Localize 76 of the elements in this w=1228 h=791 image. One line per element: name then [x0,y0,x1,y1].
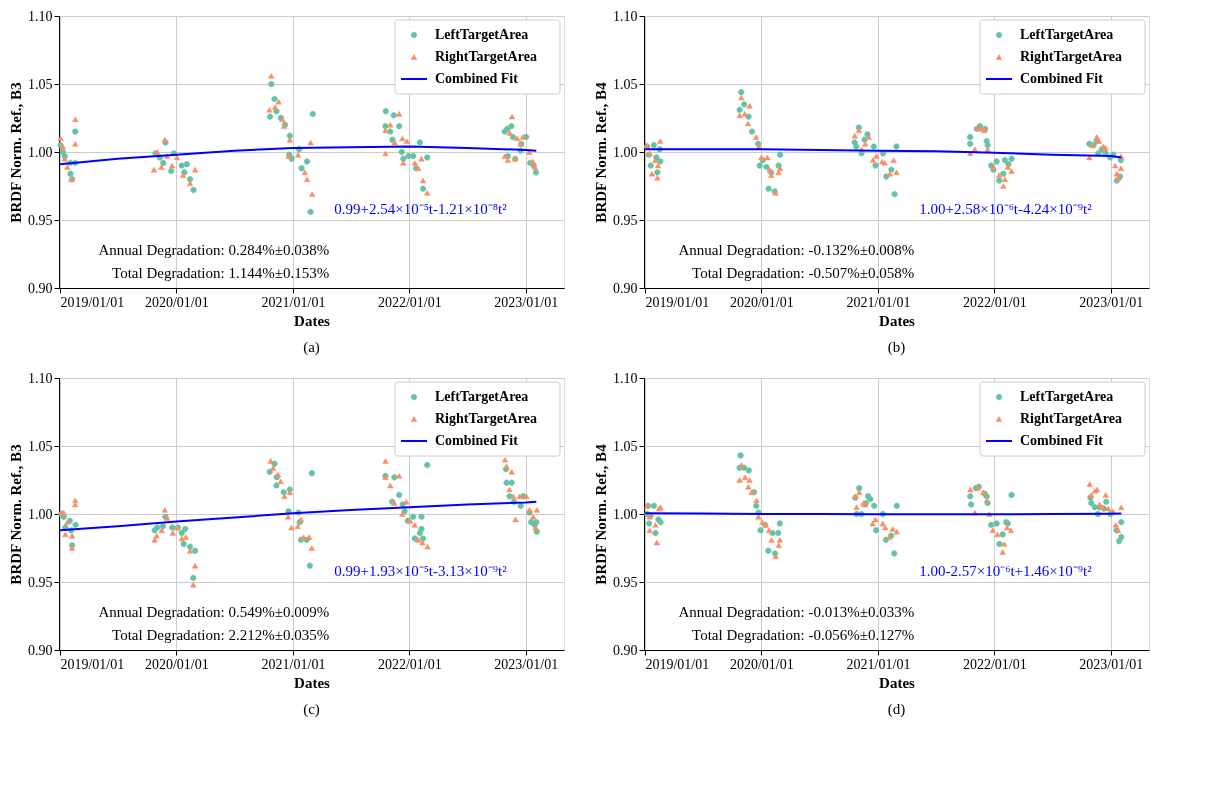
y-tick-label: 1.05 [613,438,638,454]
annotation: Total Degradation: -0.507%±0.058% [692,265,915,282]
legend-label: LeftTargetArea [1020,27,1114,42]
y-axis-title: BRDF Norm. Ref., B4 [593,81,609,223]
y-tick-label: 1.05 [28,76,53,92]
x-tick-label: 2020/01/01 [144,656,209,672]
y-tick-label: 1.05 [28,438,53,454]
y-tick-label: 0.95 [28,212,53,228]
text: (a) [303,339,320,356]
legend-label: LeftTargetArea [435,389,529,404]
y-tick-label: 1.00 [613,506,638,522]
y-tick-label: 1.10 [28,370,53,386]
annotation: Annual Degradation: -0.013%±0.033% [678,603,915,620]
x-tick-label: 2020/01/01 [729,656,794,672]
x-tick-label: 2019/01/01 [60,656,125,672]
legend-label: RightTargetArea [435,49,537,64]
annotation: 0.99+1.93×10⁻⁵t-3.13×10⁻⁹t² [334,563,508,580]
legend-label: RightTargetArea [1020,411,1122,426]
legend-label: Combined Fit [435,71,519,86]
x-axis-title: Dates [879,312,916,329]
y-tick-label: 0.90 [613,280,638,296]
annotation: Annual Degradation: -0.132%±0.008% [678,241,915,258]
text: (d) [887,701,906,718]
y-tick-label: 1.10 [28,8,53,24]
x-tick-label: 2021/01/01 [846,294,911,310]
y-tick-label: 1.00 [28,144,53,160]
y-axis-title: BRDF Norm. Ref., B4 [593,443,609,585]
x-tick-label: 2023/01/01 [1079,656,1144,672]
annotation: 1.00-2.57×10⁻⁶t+1.46×10⁻⁹t² [919,563,1093,580]
x-tick-label: 2020/01/01 [144,294,209,310]
x-tick-label: 2020/01/01 [729,294,794,310]
x-tick-label: 2023/01/01 [494,294,559,310]
y-tick-label: 0.95 [613,574,638,590]
y-tick-label: 0.95 [613,212,638,228]
x-tick-label: 2022/01/01 [377,294,442,310]
y-tick-label: 0.90 [28,280,53,296]
x-tick-label: 2021/01/01 [846,656,911,672]
annotation: Annual Degradation: 0.284%±0.038% [98,241,330,258]
legend-label: Combined Fit [435,433,519,448]
y-tick-label: 0.95 [28,574,53,590]
text: (c) [303,701,320,718]
x-axis-title: Dates [294,674,331,691]
legend-label: Combined Fit [1020,71,1104,86]
annotation: Total Degradation: -0.056%±0.127% [692,627,915,644]
legend-label: Combined Fit [1020,433,1104,448]
text: (b) [887,339,906,356]
x-axis-title: Dates [294,312,331,329]
annotation: Total Degradation: 2.212%±0.035% [112,627,330,644]
x-tick-label: 2022/01/01 [962,656,1027,672]
x-tick-label: 2022/01/01 [377,656,442,672]
y-tick-label: 1.00 [613,144,638,160]
y-tick-label: 1.10 [613,370,638,386]
x-tick-label: 2019/01/01 [645,294,710,310]
x-tick-label: 2021/01/01 [261,294,326,310]
x-tick-label: 2021/01/01 [261,656,326,672]
legend-label: RightTargetArea [435,411,537,426]
y-axis-title: BRDF Norm. Ref., B3 [8,444,24,585]
legend-label: LeftTargetArea [435,27,529,42]
y-tick-label: 0.90 [613,642,638,658]
x-axis-title: Dates [879,674,916,691]
annotation: 0.99+2.54×10⁻⁵t-1.21×10⁻⁸t² [334,201,508,218]
annotation: Total Degradation: 1.144%±0.153% [112,265,330,282]
x-tick-label: 2022/01/01 [962,294,1027,310]
y-tick-label: 1.10 [613,8,638,24]
y-tick-label: 1.05 [613,76,638,92]
annotation: Annual Degradation: 0.549%±0.009% [98,603,330,620]
x-tick-label: 2023/01/01 [1079,294,1144,310]
x-tick-label: 2023/01/01 [494,656,559,672]
legend-label: LeftTargetArea [1020,389,1114,404]
y-tick-label: 1.00 [28,506,53,522]
x-tick-label: 2019/01/01 [645,656,710,672]
annotation: 1.00+2.58×10⁻⁶t-4.24×10⁻⁹t² [919,201,1093,218]
y-tick-label: 0.90 [28,642,53,658]
x-tick-label: 2019/01/01 [60,294,125,310]
legend-label: RightTargetArea [1020,49,1122,64]
y-axis-title: BRDF Norm. Ref., B3 [8,82,24,223]
